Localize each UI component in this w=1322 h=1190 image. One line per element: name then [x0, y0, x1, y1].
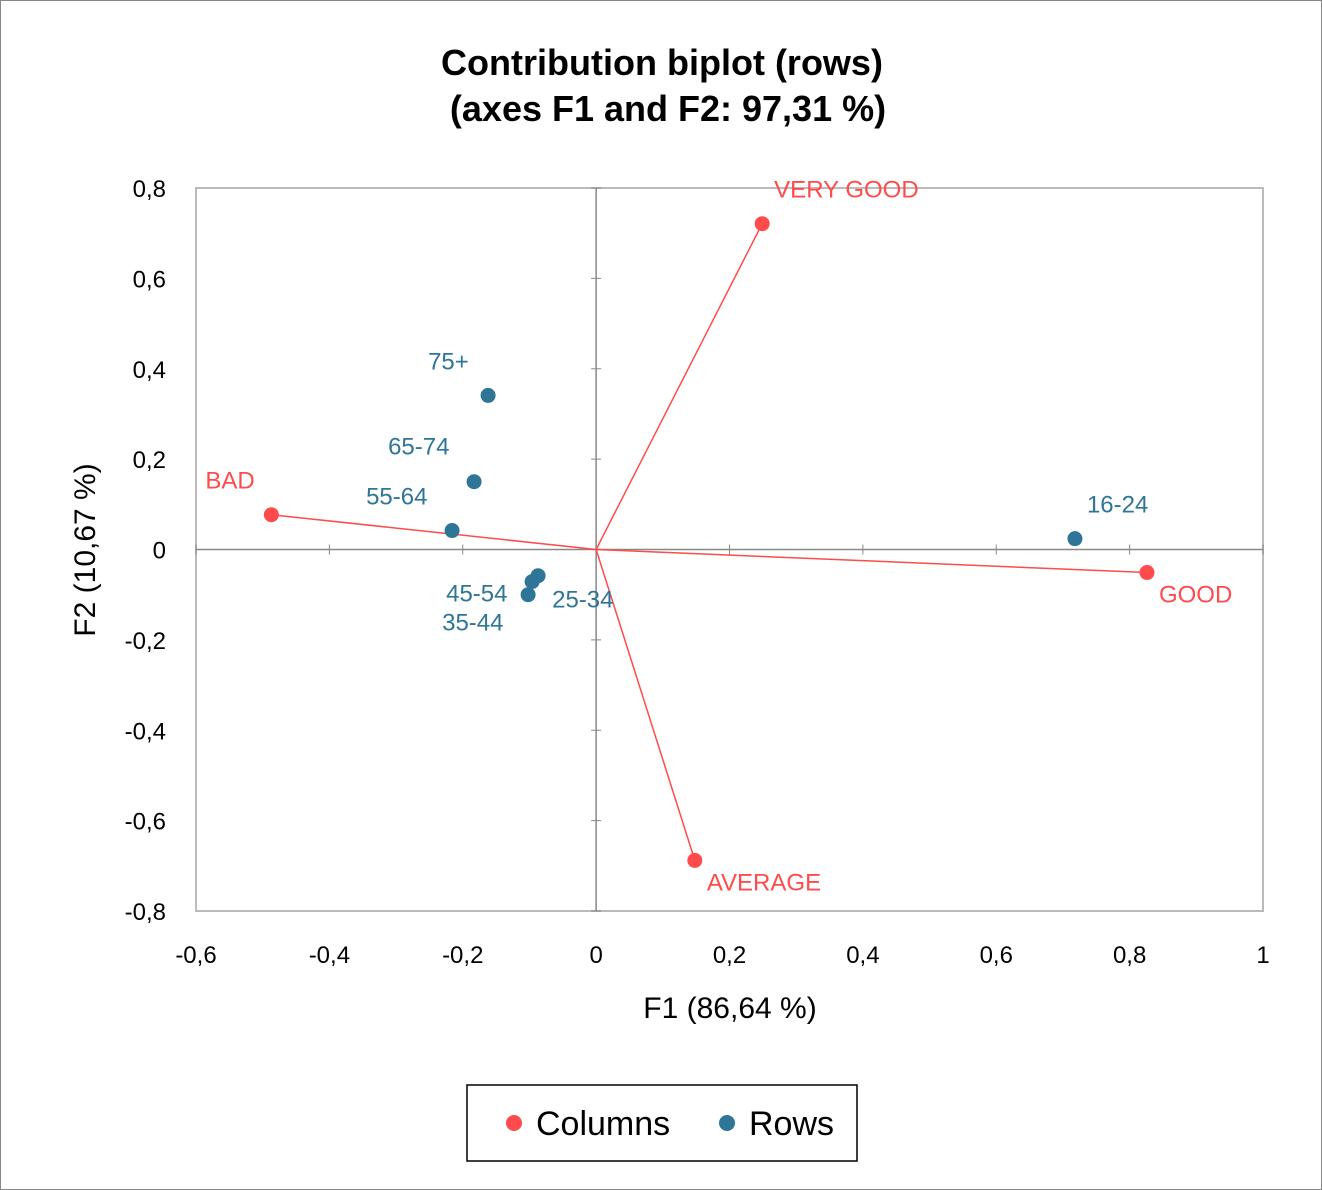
vector-line — [595, 549, 696, 861]
x-tick-label: 0,8 — [1113, 942, 1146, 969]
point-label: 45-54 — [446, 581, 507, 608]
y-tick-label: -0,4 — [125, 718, 166, 745]
legend-marker-rows — [719, 1115, 735, 1131]
x-tick-label: -0,6 — [175, 942, 216, 969]
y-tick-label: -0,6 — [125, 809, 166, 836]
x-tick-label: 0,2 — [713, 942, 746, 969]
point-label: 16-24 — [1087, 492, 1148, 519]
point-label: 65-74 — [388, 434, 449, 461]
legend-label-rows: Rows — [749, 1105, 834, 1143]
x-tick-label: 0,6 — [980, 942, 1013, 969]
x-tick-label: 0,4 — [846, 942, 879, 969]
x-tick-label: 1 — [1256, 942, 1269, 969]
y-tick-label: 0,4 — [133, 357, 166, 384]
y-axis-label: F2 (10,67 %) — [69, 463, 102, 636]
point-label: 55-64 — [366, 484, 427, 511]
data-point — [466, 474, 482, 490]
y-tick-label: 0 — [153, 538, 166, 565]
y-tick-label: 0,6 — [133, 266, 166, 293]
vector-line — [596, 548, 1147, 574]
y-tick-label: 0,2 — [133, 447, 166, 474]
legend-marker-columns — [506, 1115, 522, 1131]
point-label: GOOD — [1159, 582, 1232, 609]
data-point — [480, 387, 496, 403]
data-point — [1139, 565, 1155, 581]
data-point — [444, 523, 460, 539]
y-tick-label: -0,2 — [125, 628, 166, 655]
legend-label-columns: Columns — [536, 1105, 670, 1143]
vector-line — [271, 513, 597, 551]
data-point — [687, 852, 703, 868]
point-label: 75+ — [428, 348, 469, 375]
point-label: VERY GOOD — [774, 177, 919, 204]
data-point — [520, 587, 536, 603]
y-tick-label: -0,8 — [125, 899, 166, 926]
legend-box — [466, 1084, 858, 1162]
point-label: 25-34 — [552, 587, 613, 614]
chart-title: Contribution biplot (rows) — [441, 42, 883, 83]
vector-line — [595, 223, 763, 550]
data-point — [1067, 531, 1083, 547]
y-tick-label: 0,8 — [133, 176, 166, 203]
x-tick-label: -0,2 — [442, 942, 483, 969]
x-axis-label: F1 (86,64 %) — [643, 992, 816, 1025]
x-tick-label: 0 — [589, 942, 602, 969]
point-label: BAD — [205, 468, 254, 495]
point-label: AVERAGE — [707, 869, 821, 896]
data-point — [524, 574, 540, 590]
data-point — [754, 216, 770, 232]
data-point — [263, 507, 279, 523]
x-tick-label: -0,4 — [309, 942, 350, 969]
point-label: 35-44 — [442, 610, 503, 637]
chart-subtitle: (axes F1 and F2: 97,31 %) — [450, 88, 886, 129]
